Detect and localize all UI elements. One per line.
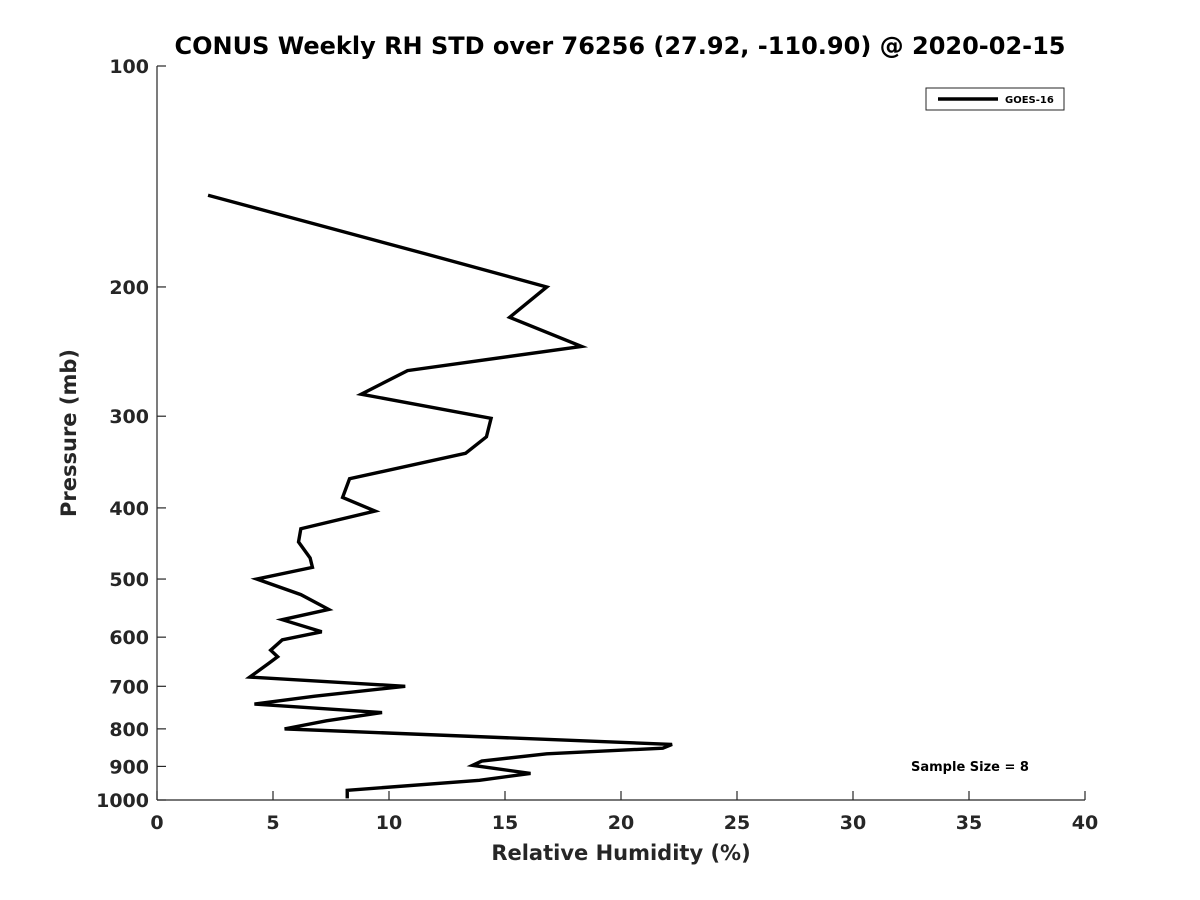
plot-area: 0 5 10 15 20 25 30 35 40 100 200 300 400 500 600 700 80…	[96, 56, 1098, 834]
legend-entry-goes-16: GOES-16	[1005, 95, 1054, 106]
x-axis-label: Relative Humidity (%)	[491, 841, 750, 865]
chart-title: CONUS Weekly RH STD over 76256 (27.92, -…	[174, 32, 1065, 60]
y-tick-label: 800	[109, 719, 149, 741]
y-tick-label: 300	[109, 406, 149, 428]
x-tick-label: 10	[376, 812, 402, 834]
y-tick-label: 900	[109, 756, 149, 778]
legend: GOES-16	[925, 87, 1065, 111]
x-tick-label: 35	[956, 812, 982, 834]
x-tick-label: 0	[150, 812, 163, 834]
sample-size-annotation: Sample Size = 8	[911, 760, 1029, 775]
x-tick-label: 40	[1072, 812, 1098, 834]
y-axis-ticks: 100 200 300 400 500 600 700 800 900 1000	[96, 56, 166, 812]
y-tick-label: 500	[109, 569, 149, 591]
x-tick-label: 25	[724, 812, 750, 834]
y-tick-label: 400	[109, 498, 149, 520]
x-tick-label: 5	[266, 812, 279, 834]
x-tick-label: 20	[608, 812, 634, 834]
x-tick-label: 15	[492, 812, 518, 834]
y-tick-label: 700	[109, 676, 149, 698]
x-axis-ticks: 0 5 10 15 20 25 30 35 40	[150, 791, 1098, 834]
y-tick-label: 200	[109, 277, 149, 299]
y-axis-label: Pressure (mb)	[57, 349, 81, 517]
y-tick-label: 100	[109, 56, 149, 78]
x-tick-label: 30	[840, 812, 866, 834]
y-tick-label: 600	[109, 627, 149, 649]
goes-16-series-line	[207, 193, 673, 799]
y-tick-label: 1000	[96, 790, 149, 812]
